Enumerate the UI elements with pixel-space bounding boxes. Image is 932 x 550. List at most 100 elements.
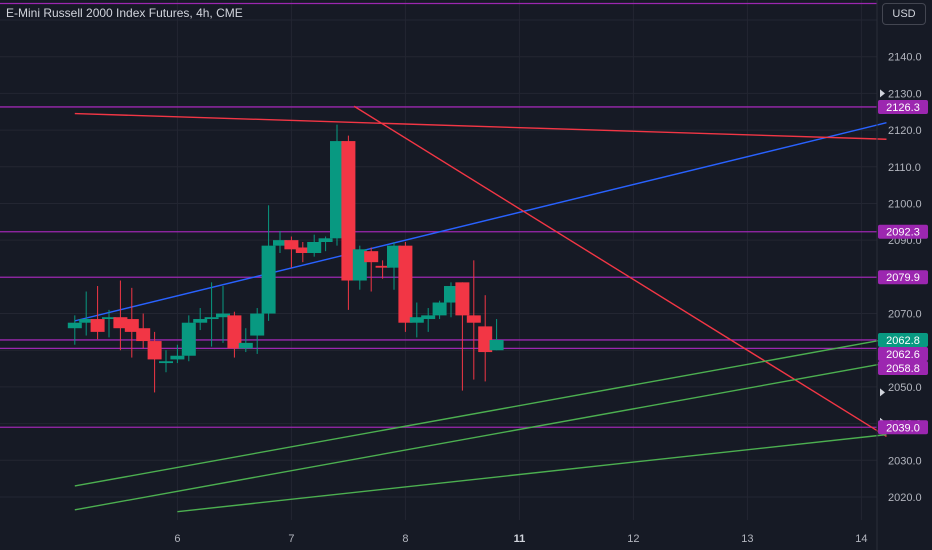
- price-level-label-bg: [878, 420, 928, 435]
- candle[interactable]: [387, 241, 401, 290]
- candle-body: [113, 317, 128, 329]
- candle[interactable]: [147, 331, 162, 393]
- candle[interactable]: [455, 282, 470, 391]
- candle-body: [181, 322, 196, 356]
- price-tick-label: 2130.0: [888, 88, 922, 100]
- candle[interactable]: [341, 135, 356, 310]
- candle-body: [318, 238, 333, 242]
- scale-marker-icon: [880, 388, 885, 397]
- candle[interactable]: [295, 241, 310, 263]
- candle[interactable]: [90, 286, 105, 340]
- candle-body: [227, 315, 242, 349]
- candle-body: [352, 249, 367, 281]
- price-level-label: 2062.8: [878, 332, 928, 347]
- candle[interactable]: [398, 241, 413, 332]
- candle-body: [124, 319, 139, 332]
- candle-body: [432, 302, 447, 316]
- candle[interactable]: [261, 205, 276, 321]
- currency-button[interactable]: USD: [882, 3, 926, 25]
- candle[interactable]: [432, 300, 447, 320]
- time-tick-label: 14: [855, 533, 867, 545]
- red-resistance-trendline[interactable]: [74, 112, 887, 140]
- candle[interactable]: [466, 260, 481, 380]
- candle-body: [341, 141, 356, 281]
- candle[interactable]: [352, 245, 367, 290]
- price-tick-label: 2110.0: [888, 162, 921, 174]
- price-level-label: 2079.9: [878, 270, 928, 285]
- price-level-label-bg: [878, 346, 928, 361]
- price-level-label-text: 2062.8: [886, 335, 920, 347]
- price-tick-label: 2070.0: [888, 309, 922, 321]
- candle[interactable]: [67, 315, 82, 345]
- price-tick-label: 2140.0: [888, 52, 922, 64]
- candle[interactable]: [364, 247, 379, 292]
- time-axis[interactable]: 6 7 8 11 12 13 14: [174, 533, 867, 545]
- candle[interactable]: [159, 350, 173, 373]
- time-tick-label: 8: [402, 533, 408, 545]
- price-tick-label: 2100.0: [888, 198, 922, 210]
- candle[interactable]: [421, 308, 436, 332]
- candle-body: [295, 247, 310, 253]
- candle-body: [136, 328, 151, 342]
- trendlines[interactable]: [74, 105, 887, 513]
- candle[interactable]: [238, 328, 253, 353]
- price-level-label-bg: [878, 270, 928, 285]
- candle-body: [67, 322, 82, 329]
- candle-body: [261, 245, 276, 314]
- candle-body: [489, 339, 504, 351]
- price-level-label-text: 2079.9: [886, 272, 920, 284]
- symbol-title: E-Mini Russell 2000 Index Futures, 4h, C…: [6, 6, 243, 20]
- green-base-line[interactable]: [177, 433, 887, 513]
- candle[interactable]: [330, 124, 344, 246]
- candle[interactable]: [170, 344, 185, 364]
- candle-body: [284, 240, 299, 250]
- candle[interactable]: [307, 234, 322, 257]
- price-level-label-text: 2126.3: [886, 102, 920, 114]
- price-level-label-bg: [878, 332, 928, 347]
- candle[interactable]: [216, 286, 230, 343]
- green-channel-upper[interactable]: [74, 338, 887, 487]
- candle-body: [330, 141, 344, 239]
- price-tick-label: 2120.0: [888, 125, 922, 137]
- candle[interactable]: [375, 260, 390, 279]
- price-level-label-bg: [878, 360, 928, 375]
- price-level-labels: 2126.3 2092.3 2079.9 2062.8 2062.6 2058.8 2039…: [878, 99, 928, 435]
- candle[interactable]: [124, 287, 139, 358]
- candle[interactable]: [193, 308, 208, 331]
- time-tick-label: 6: [174, 533, 180, 545]
- candle[interactable]: [284, 236, 299, 268]
- green-channel-lower[interactable]: [74, 362, 887, 511]
- red-descending-trendline[interactable]: [353, 105, 887, 438]
- candle-body: [398, 245, 413, 323]
- candle[interactable]: [181, 315, 196, 362]
- candle[interactable]: [489, 319, 504, 351]
- price-level-label: 2062.6: [878, 346, 928, 361]
- candle[interactable]: [79, 291, 94, 336]
- candle[interactable]: [204, 282, 219, 347]
- candle-body: [79, 319, 94, 323]
- time-tick-label: 11: [514, 533, 526, 545]
- horizontal-levels[interactable]: [0, 2, 877, 428]
- candle[interactable]: [113, 280, 128, 351]
- candle-body: [250, 313, 265, 336]
- candles[interactable]: [67, 124, 504, 393]
- candle[interactable]: [273, 230, 287, 253]
- candle[interactable]: [478, 295, 493, 382]
- candle[interactable]: [136, 313, 151, 349]
- candle-body: [273, 240, 287, 246]
- candle[interactable]: [444, 282, 458, 318]
- candle[interactable]: [409, 302, 424, 338]
- candle[interactable]: [318, 236, 333, 252]
- candle[interactable]: [227, 311, 242, 358]
- candle-body: [204, 317, 219, 320]
- price-tick-label: 2020.0: [888, 492, 922, 504]
- candle[interactable]: [102, 309, 116, 338]
- candle[interactable]: [250, 308, 265, 354]
- time-tick-label: 12: [627, 533, 639, 545]
- scale-marker-icon: [880, 89, 885, 98]
- price-level-label-bg: [878, 224, 928, 239]
- candle-body: [216, 313, 230, 318]
- price-level-label: 2058.8: [878, 360, 928, 375]
- blue-ascending-trendline[interactable]: [74, 122, 887, 322]
